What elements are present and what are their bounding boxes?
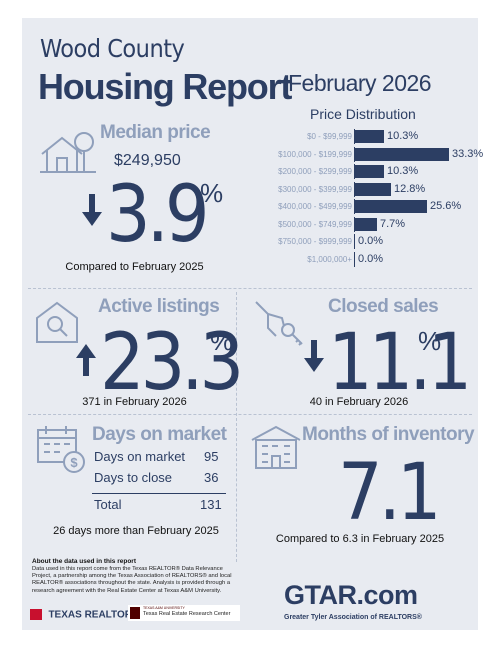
price-bar bbox=[355, 147, 449, 161]
median-price-change: 3.9 bbox=[106, 170, 210, 260]
texas-realtors-logo: TEXAS REALTORS bbox=[30, 606, 139, 621]
price-bar-row: $300,000 - $399,999 12.8% bbox=[260, 181, 470, 197]
price-bar-value: 0.0% bbox=[358, 235, 384, 247]
texas-realtors-text: TEXAS REALTORS bbox=[48, 609, 139, 621]
divider bbox=[28, 414, 472, 415]
price-bar-value: 12.8% bbox=[394, 182, 426, 195]
active-listings-percent: % bbox=[210, 326, 234, 356]
price-bar bbox=[355, 130, 384, 143]
house-tree-icon bbox=[40, 132, 96, 173]
price-bar-axis bbox=[354, 216, 355, 232]
tamu-mark-icon bbox=[130, 607, 140, 619]
price-bar-axis bbox=[354, 181, 355, 197]
days-on-market-title: Days on market bbox=[92, 424, 227, 445]
price-bar-axis bbox=[354, 129, 355, 144]
tamu-center-text: Texas Real Estate Research Center bbox=[143, 611, 231, 617]
price-bar-axis bbox=[354, 251, 355, 267]
about-data-text: Data used in this report come from the T… bbox=[32, 566, 232, 594]
report-title: Housing Report bbox=[38, 66, 292, 107]
gtar-logo: GTAR.com bbox=[284, 580, 418, 611]
days-total-rule bbox=[92, 493, 226, 494]
price-bar bbox=[355, 182, 391, 196]
calendar-dollar-icon: $ bbox=[37, 426, 85, 473]
price-bar-label: $400,000 - $499,999 bbox=[278, 202, 352, 211]
report-page: Wood County Housing Report February 2026… bbox=[22, 18, 483, 630]
days-row-value: 36 bbox=[204, 470, 219, 485]
price-distribution-title: Price Distribution bbox=[310, 106, 416, 122]
price-bar-label: $1,000,000+ bbox=[307, 254, 352, 264]
median-price-title: Median price bbox=[100, 122, 211, 143]
price-bar-row: $500,000 - $749,999 7.7% bbox=[260, 216, 470, 232]
price-bar-value: 25.6% bbox=[430, 200, 462, 212]
gtar-logo-text: GTAR.com bbox=[284, 580, 418, 610]
months-inventory-title: Months of inventory bbox=[302, 424, 475, 445]
price-bar bbox=[355, 165, 384, 178]
price-bar-label: $100,000 - $199,999 bbox=[278, 149, 352, 159]
closed-sales-change: 11.1 bbox=[328, 318, 472, 408]
tamu-logo: TEXAS A&M UNIVERSITY Texas Real Estate R… bbox=[128, 605, 240, 621]
tamu-university-text: TEXAS A&M UNIVERSITY bbox=[143, 606, 185, 610]
price-bar-label: $750,000 - $999,999 bbox=[278, 237, 352, 246]
days-total-value: 131 bbox=[200, 497, 222, 512]
median-price-percent: % bbox=[200, 178, 224, 208]
price-bar-value: 10.3% bbox=[387, 165, 419, 177]
gtar-association-name: Greater Tyler Association of REALTORS® bbox=[284, 614, 422, 621]
price-bar-value: 33.3% bbox=[452, 147, 484, 160]
divider bbox=[236, 292, 237, 562]
closed-sales-percent: % bbox=[418, 326, 442, 356]
days-total-label: Total bbox=[94, 497, 122, 512]
price-bar-axis bbox=[354, 164, 355, 179]
median-price-caption: Compared to February 2025 bbox=[65, 261, 204, 273]
price-bar-axis bbox=[354, 199, 355, 214]
divider bbox=[28, 288, 472, 289]
days-row-label: Days to close bbox=[94, 470, 173, 485]
months-inventory-value: 7.1 bbox=[338, 448, 442, 538]
closed-sales-caption: 40 in February 2026 bbox=[309, 396, 409, 408]
report-month: February 2026 bbox=[288, 70, 432, 96]
days-row-value: 95 bbox=[204, 449, 219, 464]
active-listings-change: 23.3 bbox=[100, 318, 244, 408]
arrow-up-icon bbox=[76, 344, 96, 376]
price-bar-row: $400,000 - $499,999 25.6% bbox=[260, 199, 470, 214]
county-title: Wood County bbox=[40, 34, 185, 63]
days-on-market-caption: 26 days more than February 2025 bbox=[53, 525, 219, 537]
price-bar-label: $300,000 - $399,999 bbox=[278, 184, 352, 194]
price-bar-label: $500,000 - $749,999 bbox=[278, 219, 352, 229]
about-data-title: About the data used in this report bbox=[32, 558, 137, 565]
price-bar-axis bbox=[354, 234, 355, 249]
price-bar bbox=[355, 200, 427, 213]
price-bar-row: $200,000 - $299,999 10.3% bbox=[260, 164, 470, 179]
arrow-down-icon bbox=[304, 340, 324, 372]
months-inventory-caption: Compared to 6.3 in February 2025 bbox=[275, 533, 445, 545]
arrow-down-icon bbox=[82, 194, 102, 226]
median-price-value: $249,950 bbox=[114, 152, 181, 169]
price-bar bbox=[355, 217, 377, 231]
price-bar-row: $1,000,000+ 0.0% bbox=[260, 251, 470, 267]
price-bar-row: $100,000 - $199,999 33.3% bbox=[260, 146, 483, 162]
price-bar-value: 0.0% bbox=[358, 252, 384, 265]
days-row-label: Days on market bbox=[94, 449, 186, 464]
price-bar-value: 7.7% bbox=[380, 217, 406, 230]
price-bar-axis bbox=[354, 146, 355, 162]
house-search-icon bbox=[36, 301, 78, 343]
building-icon bbox=[251, 425, 301, 469]
price-bar-label: $200,000 - $299,999 bbox=[278, 167, 352, 176]
active-listings-title: Active listings bbox=[98, 296, 220, 317]
texas-realtors-mark-icon bbox=[30, 609, 42, 621]
price-bar-label: $0 - $99,999 bbox=[307, 132, 352, 141]
price-bar-value: 10.3% bbox=[387, 130, 419, 142]
price-bar-row: $0 - $99,999 10.3% bbox=[260, 129, 470, 144]
svg-text:$: $ bbox=[70, 455, 78, 470]
price-bar-row: $750,000 - $999,999 0.0% bbox=[260, 234, 470, 249]
closed-sales-title: Closed sales bbox=[328, 296, 439, 317]
active-listings-caption: 371 in February 2026 bbox=[82, 396, 187, 408]
hand-keys-icon bbox=[255, 301, 303, 346]
